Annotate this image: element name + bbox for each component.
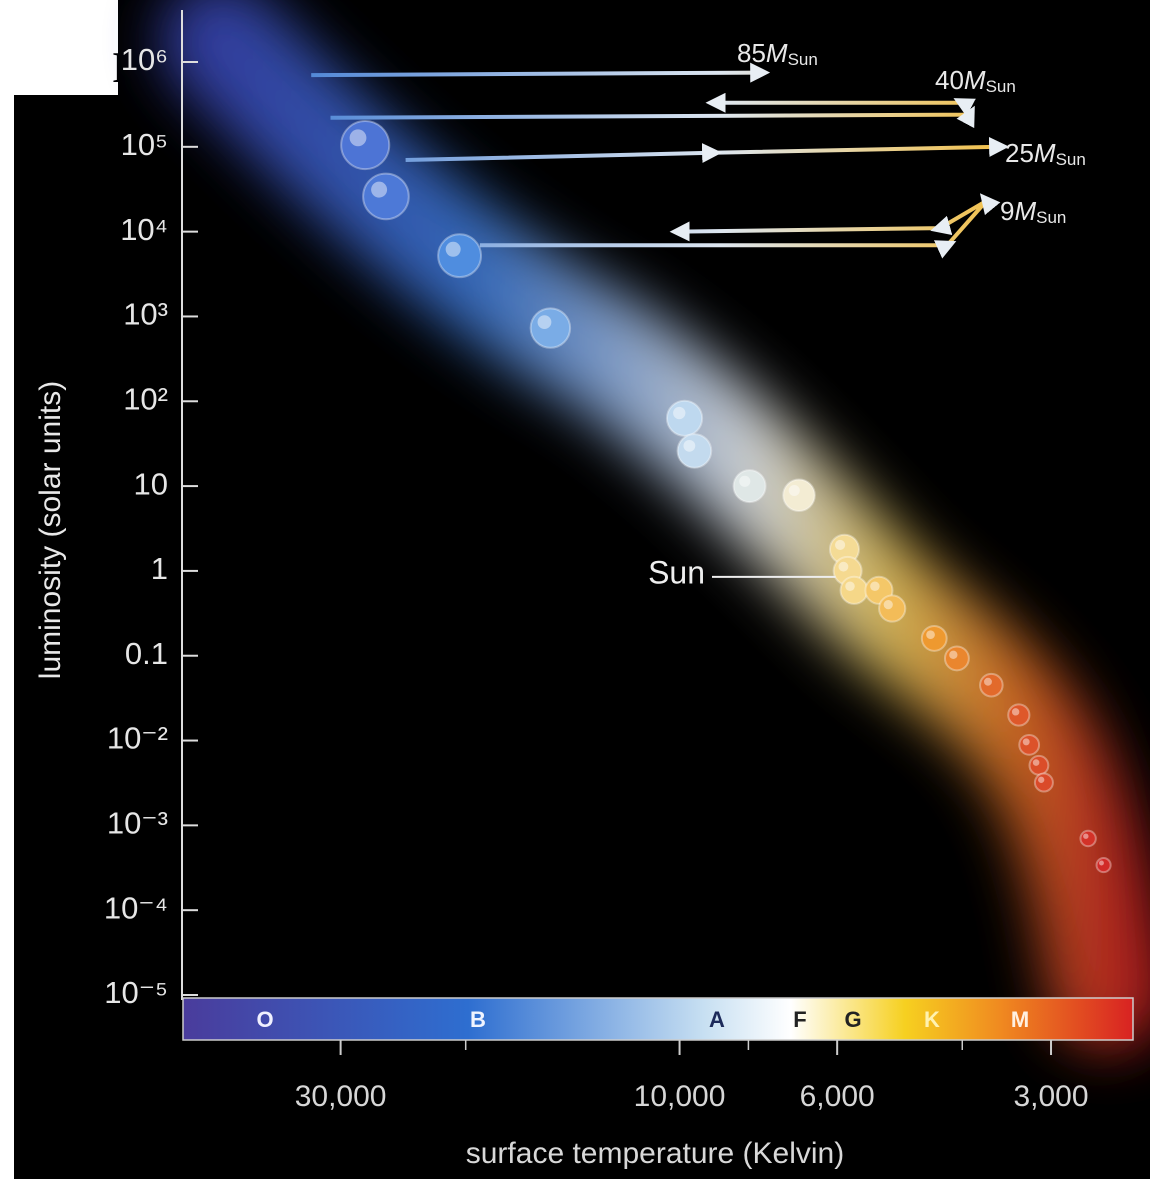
x-tick-label: 10,000 xyxy=(634,1080,726,1113)
y-tick-label: 10³ xyxy=(123,297,168,332)
star-highlight xyxy=(350,129,367,146)
clipped-box xyxy=(0,0,118,95)
annotation-text: Sun xyxy=(648,554,705,590)
star xyxy=(1080,831,1095,846)
star xyxy=(1030,756,1049,775)
star-highlight xyxy=(446,242,461,257)
y-tick-label: 1 xyxy=(151,551,168,586)
y-tick-label: 10⁴ xyxy=(120,212,168,247)
star-highlight xyxy=(789,485,800,496)
chart: n surface temperature (Kelvin) luminosit… xyxy=(0,0,1150,1179)
spectral-bar xyxy=(183,998,1133,1040)
star-highlight xyxy=(926,630,935,639)
star xyxy=(1035,774,1053,792)
star xyxy=(341,121,389,169)
star xyxy=(980,674,1003,697)
track-unit: M xyxy=(766,38,788,68)
y-tick-label: 10⁻³ xyxy=(107,806,168,841)
page: n surface temperature (Kelvin) luminosit… xyxy=(0,0,1150,1179)
star-highlight xyxy=(884,600,893,609)
star-highlight xyxy=(949,651,957,659)
x-tick-label: 3,000 xyxy=(1013,1080,1088,1113)
star xyxy=(783,479,815,511)
track-mass: 85 xyxy=(737,38,766,68)
star xyxy=(879,595,905,621)
spectral-class-label: G xyxy=(844,1007,861,1032)
y-tick-label: 10⁻² xyxy=(107,721,168,756)
star xyxy=(363,174,409,220)
y-tick-label: 10 xyxy=(134,466,168,501)
track-mass: 25 xyxy=(1005,138,1034,168)
star-highlight xyxy=(1023,738,1030,745)
spectral-class-label: O xyxy=(256,1007,273,1032)
star xyxy=(922,626,947,651)
star xyxy=(678,434,712,468)
star xyxy=(531,308,570,347)
star-highlight xyxy=(984,678,992,686)
y-tick-label: 10⁵ xyxy=(121,127,168,162)
star-highlight xyxy=(683,440,695,452)
track-mass: 9 xyxy=(1000,196,1014,226)
star-highlight xyxy=(835,540,845,550)
track-unit-sub: Sun xyxy=(986,77,1016,96)
track-unit-sub: Sun xyxy=(1036,208,1066,227)
star-highlight xyxy=(739,476,750,487)
spectral-class-label: F xyxy=(793,1007,806,1032)
star-highlight xyxy=(1012,708,1019,715)
star xyxy=(1097,858,1111,872)
star-highlight xyxy=(673,407,685,419)
y-tick-label: 10⁻⁴ xyxy=(104,890,168,925)
star xyxy=(1019,735,1039,755)
spectral-class-label: A xyxy=(709,1007,725,1032)
y-axis-label: luminosity (solar units) xyxy=(34,381,67,679)
star xyxy=(945,646,969,670)
track-unit: M xyxy=(964,65,986,95)
star-highlight xyxy=(1083,834,1088,839)
x-tick-label: 30,000 xyxy=(295,1080,387,1113)
star-highlight xyxy=(845,582,854,591)
star-highlight xyxy=(1033,759,1040,766)
track-unit: M xyxy=(1014,196,1036,226)
star-highlight xyxy=(870,582,879,591)
star-highlight xyxy=(1038,777,1044,783)
star xyxy=(1008,704,1029,725)
spectral-class-label: B xyxy=(470,1007,486,1032)
y-tick-label: 10² xyxy=(123,381,168,416)
star-highlight xyxy=(371,182,387,198)
y-tick-label: 0.1 xyxy=(125,636,168,671)
track-mass: 40 xyxy=(935,65,964,95)
star xyxy=(667,401,702,436)
star-highlight xyxy=(1099,861,1104,866)
x-tick-label: 6,000 xyxy=(800,1080,875,1113)
x-axis-label: surface temperature (Kelvin) xyxy=(466,1137,845,1170)
star-highlight xyxy=(839,562,849,572)
star xyxy=(734,470,766,502)
spectral-class-label: M xyxy=(1011,1007,1029,1032)
evolution-track xyxy=(311,73,760,76)
track-unit-sub: Sun xyxy=(788,50,818,69)
star-highlight xyxy=(538,315,552,329)
track-unit: M xyxy=(1034,138,1056,168)
spectral-class-label: K xyxy=(924,1007,940,1032)
left-margin xyxy=(0,0,14,1179)
track-unit-sub: Sun xyxy=(1056,150,1086,169)
star xyxy=(438,234,481,277)
y-tick-label: 10⁻⁵ xyxy=(104,975,168,1010)
star xyxy=(841,577,868,604)
y-tick-label: 10⁶ xyxy=(121,42,168,77)
